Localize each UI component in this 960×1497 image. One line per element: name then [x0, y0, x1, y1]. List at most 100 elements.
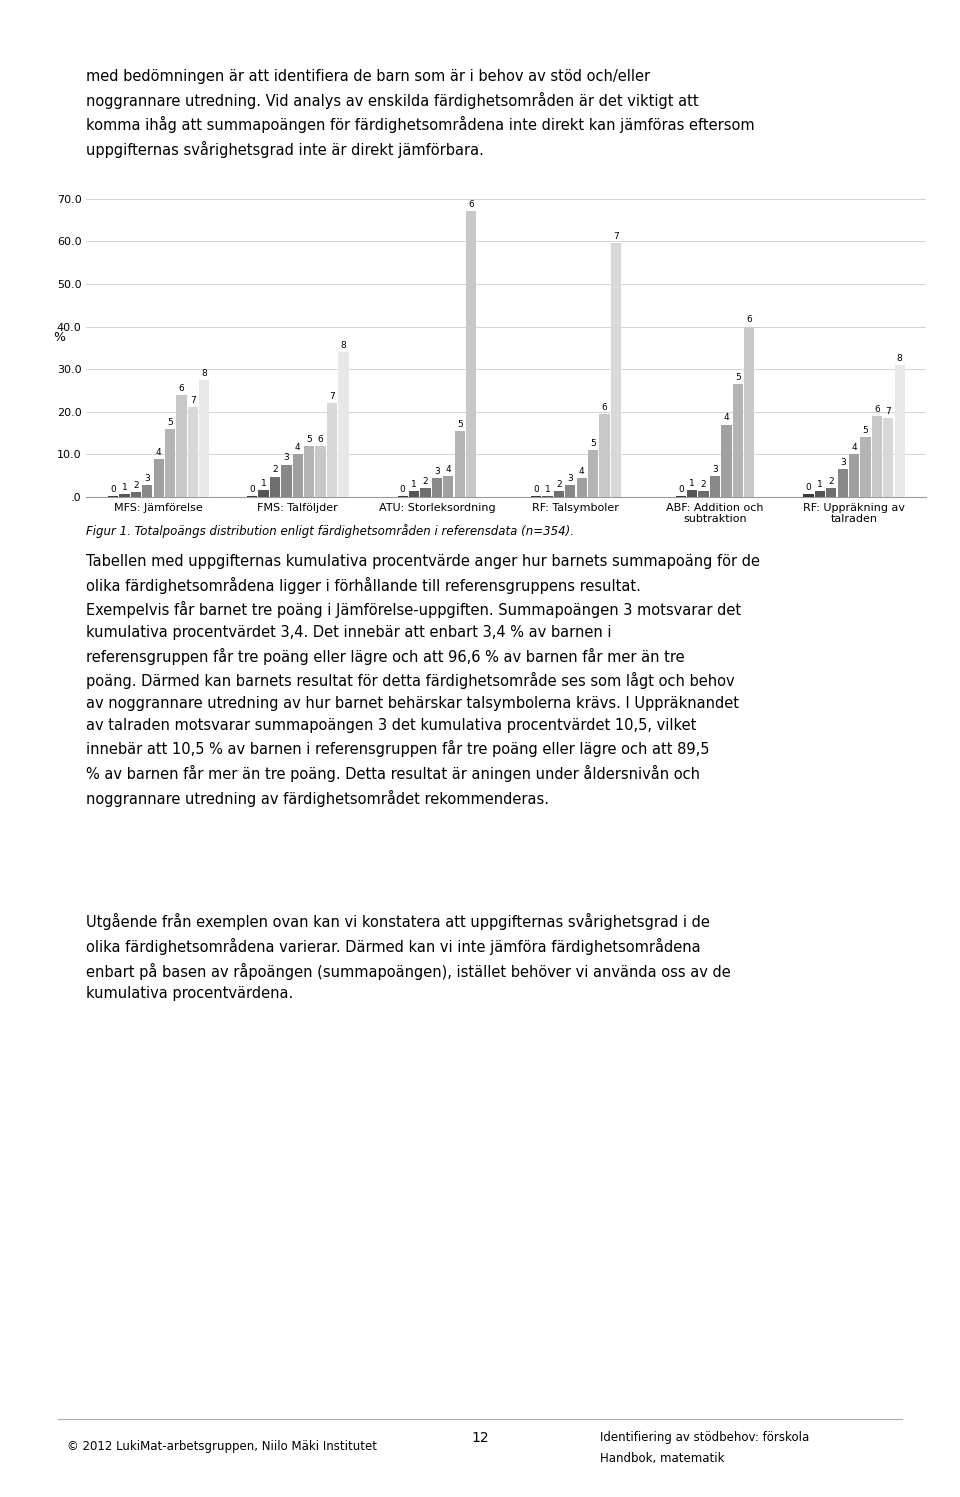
Text: 1: 1 — [544, 485, 550, 494]
Text: 5: 5 — [735, 373, 741, 382]
Bar — [270, 476, 280, 497]
Bar — [154, 458, 164, 497]
Text: 1: 1 — [122, 484, 128, 493]
Bar — [577, 478, 587, 497]
Bar — [849, 455, 859, 497]
Bar — [699, 491, 708, 497]
Text: 3: 3 — [434, 467, 440, 476]
Bar — [588, 451, 598, 497]
Text: 2: 2 — [556, 481, 562, 490]
Text: 1: 1 — [689, 479, 695, 488]
Text: 2: 2 — [133, 481, 139, 490]
Text: 5: 5 — [863, 427, 869, 436]
Text: 3: 3 — [283, 454, 289, 463]
Bar — [599, 413, 610, 497]
Bar — [721, 425, 732, 497]
Bar — [709, 476, 720, 497]
Bar — [827, 488, 836, 497]
Text: 6: 6 — [179, 383, 184, 392]
Text: Identifiering av stödbehov: förskola: Identifiering av stödbehov: förskola — [600, 1431, 809, 1445]
Text: 5: 5 — [167, 418, 173, 427]
Text: 3: 3 — [712, 464, 718, 473]
Bar — [293, 455, 303, 497]
Bar — [165, 428, 176, 497]
Text: 5: 5 — [457, 419, 463, 428]
Text: med bedömningen är att identifiera de barn som är i behov av stöd och/eller
nogg: med bedömningen är att identifiera de ba… — [86, 69, 755, 159]
Text: Utgående från exemplen ovan kan vi konstatera att uppgifternas svårighetsgrad i : Utgående från exemplen ovan kan vi konst… — [86, 913, 732, 1001]
Text: 3: 3 — [567, 475, 573, 484]
Text: 1: 1 — [261, 479, 267, 488]
Text: 0: 0 — [805, 484, 811, 493]
Text: 4: 4 — [724, 413, 730, 422]
Bar — [732, 385, 743, 497]
Text: © 2012 LukiMat-arbetsgruppen, Niilo Mäki Institutet: © 2012 LukiMat-arbetsgruppen, Niilo Mäki… — [67, 1440, 377, 1454]
Text: 1: 1 — [817, 481, 823, 490]
Text: 4: 4 — [852, 443, 857, 452]
Text: 7: 7 — [329, 392, 335, 401]
Bar — [119, 494, 130, 497]
Text: 7: 7 — [885, 407, 891, 416]
Text: 0: 0 — [250, 485, 255, 494]
Bar — [454, 431, 465, 497]
Bar — [281, 464, 292, 497]
Bar — [316, 446, 325, 497]
Text: 5: 5 — [306, 434, 312, 443]
Bar — [687, 490, 697, 497]
Bar — [131, 493, 141, 497]
Bar — [860, 437, 871, 497]
Bar — [177, 395, 186, 497]
Text: 2: 2 — [273, 466, 277, 475]
Text: 2: 2 — [701, 481, 707, 490]
Text: 2: 2 — [422, 478, 428, 487]
Bar — [804, 494, 813, 497]
Bar — [554, 491, 564, 497]
Text: 2: 2 — [828, 478, 834, 487]
Bar — [326, 403, 337, 497]
Text: 5: 5 — [590, 439, 596, 448]
Text: 0: 0 — [533, 485, 539, 494]
Bar — [611, 244, 621, 497]
Text: Figur 1. Totalpoängs distribution enligt färdighetsområden i referensdata (n=354: Figur 1. Totalpoängs distribution enligt… — [86, 524, 574, 537]
Bar — [837, 469, 848, 497]
Text: 3: 3 — [840, 458, 846, 467]
Bar — [432, 478, 442, 497]
Bar — [420, 488, 431, 497]
Text: 4: 4 — [445, 464, 451, 473]
Bar — [304, 446, 314, 497]
Text: 6: 6 — [602, 403, 608, 412]
Text: 6: 6 — [318, 434, 324, 443]
Bar — [565, 485, 575, 497]
Bar — [744, 326, 755, 497]
Text: 12: 12 — [471, 1431, 489, 1445]
Bar — [142, 485, 153, 497]
Bar — [466, 211, 476, 497]
Text: 0: 0 — [399, 485, 405, 494]
Text: 4: 4 — [156, 448, 161, 457]
Text: 7: 7 — [613, 232, 619, 241]
Y-axis label: %: % — [54, 331, 65, 343]
Bar — [258, 490, 269, 497]
Text: 8: 8 — [202, 368, 207, 377]
Text: 8: 8 — [897, 353, 902, 362]
Text: 1: 1 — [411, 481, 417, 490]
Bar — [815, 491, 825, 497]
Bar — [444, 476, 453, 497]
Text: 6: 6 — [746, 316, 752, 325]
Bar — [188, 407, 198, 497]
Bar — [409, 491, 420, 497]
Bar — [872, 416, 882, 497]
Bar — [200, 380, 209, 497]
Text: 7: 7 — [190, 397, 196, 406]
Text: 6: 6 — [468, 201, 474, 210]
Text: Tabellen med uppgifternas kumulativa procentvärde anger hur barnets summapoäng f: Tabellen med uppgifternas kumulativa pro… — [86, 554, 760, 807]
Text: 8: 8 — [341, 341, 347, 350]
Text: Handbok, matematik: Handbok, matematik — [600, 1452, 725, 1466]
Text: 6: 6 — [874, 404, 879, 413]
Text: 0: 0 — [678, 485, 684, 494]
Text: 3: 3 — [144, 475, 150, 484]
Text: 4: 4 — [295, 443, 300, 452]
Text: 4: 4 — [579, 467, 585, 476]
Text: 0: 0 — [110, 485, 116, 494]
Bar — [895, 365, 905, 497]
Bar — [883, 418, 894, 497]
